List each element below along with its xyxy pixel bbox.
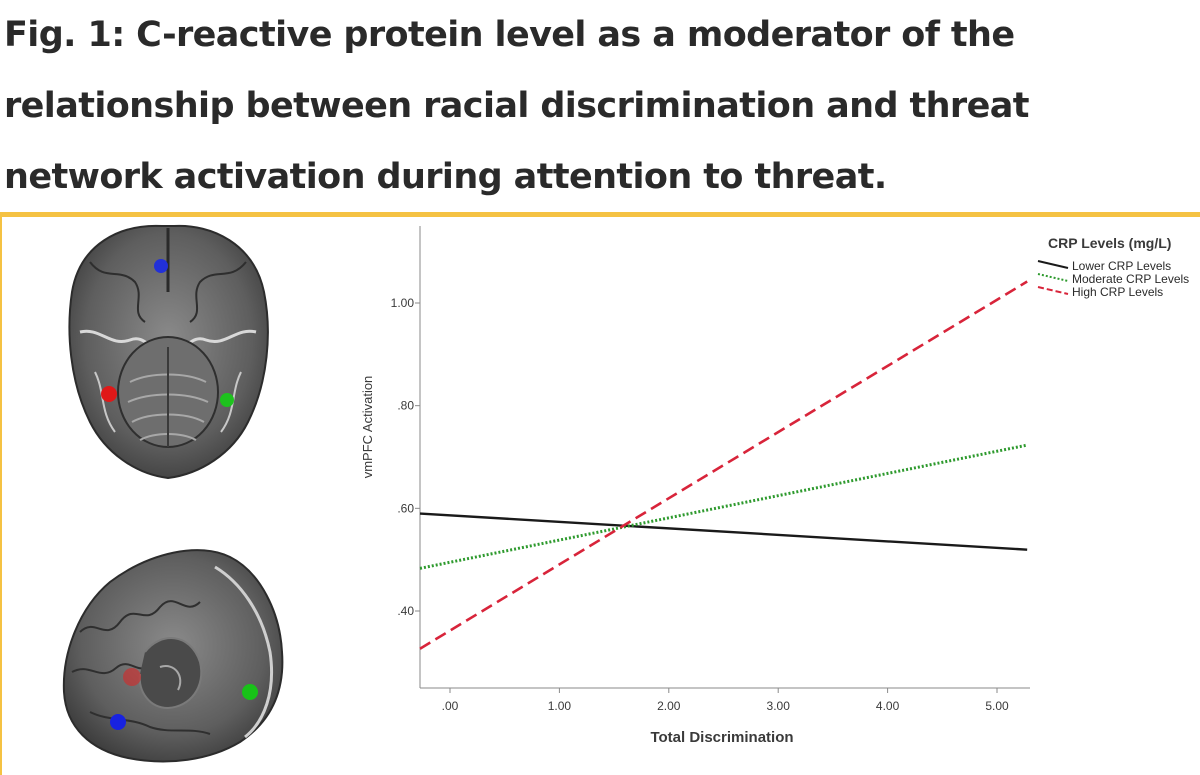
x-tick-label: 5.00 — [985, 699, 1009, 713]
figure-border-left — [0, 212, 2, 775]
legend-swatch-2 — [1037, 273, 1069, 282]
legend-title: CRP Levels (mg/L) — [1048, 235, 1171, 251]
legend-swatch-3 — [1037, 286, 1069, 295]
brain-images — [62, 224, 284, 763]
sagittal-brain-image — [62, 549, 284, 763]
series-line-2 — [419, 443, 1028, 570]
x-axis-label: Total Discrimination — [650, 729, 793, 746]
y-tick-label: .60 — [397, 501, 414, 515]
y-tick-label: .80 — [397, 399, 414, 413]
axial-marker-green — [220, 393, 234, 407]
axial-marker-blue — [154, 259, 168, 273]
line-chart: .00 1.00 2.00 3.00 4.00 5.00 .40 .60 .80 1.00 To… — [360, 226, 1189, 746]
axial-brain-image — [68, 224, 269, 480]
legend-label-1: Lower CRP Levels — [1072, 259, 1171, 273]
x-tick-label: .00 — [442, 699, 459, 713]
axes — [419, 226, 1030, 689]
x-tick-label: 2.00 — [657, 699, 681, 713]
chart-series — [419, 280, 1028, 650]
brain-images-panel — [50, 222, 300, 772]
axial-marker-red — [101, 386, 117, 402]
sagittal-marker-blue — [110, 714, 126, 730]
chart-area: .00 1.00 2.00 3.00 4.00 5.00 .40 .60 .80 1.00 To… — [320, 222, 1200, 775]
x-tick-label: 3.00 — [767, 699, 791, 713]
y-tick-label: .40 — [397, 604, 414, 618]
x-tick-label: 4.00 — [876, 699, 900, 713]
x-axis-ticks: .00 1.00 2.00 3.00 4.00 5.00 — [442, 688, 1009, 713]
y-axis-label: vmPFC Activation — [360, 376, 375, 479]
y-axis-ticks: .40 .60 .80 1.00 — [391, 296, 420, 618]
sagittal-marker-red — [123, 668, 141, 686]
legend-label-3: High CRP Levels — [1072, 285, 1163, 299]
caption-divider — [0, 212, 1200, 217]
legend-swatch-1 — [1037, 260, 1069, 269]
legend-label-2: Moderate CRP Levels — [1072, 272, 1189, 286]
series-line-1 — [419, 512, 1028, 551]
y-tick-label: 1.00 — [391, 296, 415, 310]
chart-legend: CRP Levels (mg/L) Lower CRP LevelsModera… — [1037, 235, 1189, 299]
series-line-3 — [419, 280, 1028, 650]
sagittal-marker-green — [242, 684, 258, 700]
x-tick-label: 1.00 — [548, 699, 572, 713]
figure-caption: Fig. 1: C-reactive protein level as a mo… — [4, 15, 1029, 197]
